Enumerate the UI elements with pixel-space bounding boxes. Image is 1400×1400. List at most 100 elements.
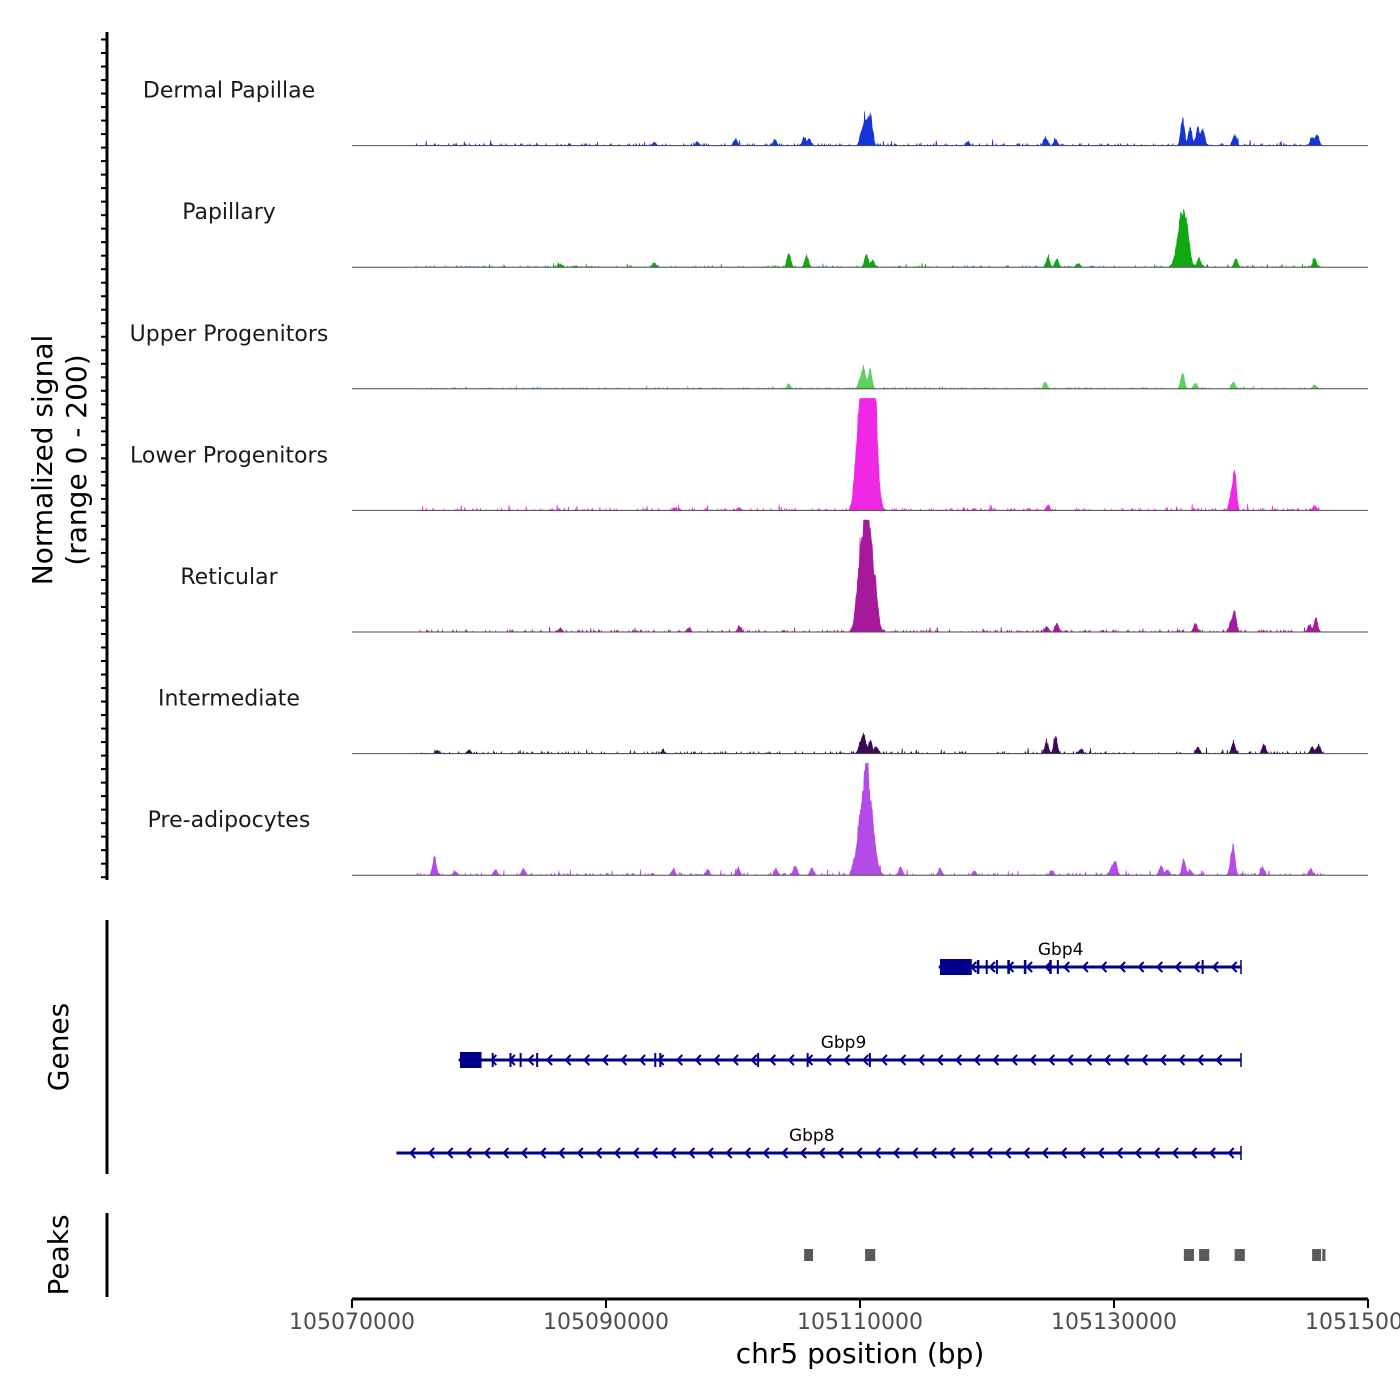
track-lower-progenitors: Lower Progenitors xyxy=(130,398,1368,512)
strand-arrow xyxy=(1044,961,1052,973)
strand-arrow xyxy=(601,1054,609,1066)
strand-arrow xyxy=(464,1147,473,1159)
strand-arrow xyxy=(911,1147,919,1159)
signal-ylabel: Normalized signal xyxy=(26,335,59,586)
strand-arrow xyxy=(688,1147,696,1159)
strand-arrow xyxy=(967,1147,975,1159)
strand-arrow xyxy=(936,1054,944,1066)
gene-exon xyxy=(1007,960,1010,974)
track-pre-adipocytes: Pre-adipocytes xyxy=(148,762,1368,877)
gene-exon xyxy=(659,1053,662,1067)
gene-label: Gbp8 xyxy=(789,1126,835,1146)
gene-exon xyxy=(654,1053,657,1067)
gene-exon xyxy=(491,1053,494,1067)
strand-arrow xyxy=(861,1054,870,1066)
x-tick-label: 105070000 xyxy=(289,1310,415,1335)
peak-region xyxy=(865,1249,876,1261)
strand-arrow xyxy=(1060,1147,1068,1159)
gene-exon xyxy=(985,960,988,974)
strand-arrow xyxy=(483,1147,491,1159)
signal-ylabel-range: (range 0 - 200) xyxy=(60,354,93,565)
strand-arrow xyxy=(650,1147,659,1159)
strand-arrow xyxy=(874,1147,882,1159)
strand-arrow xyxy=(899,1054,907,1066)
gene-exon xyxy=(1049,960,1052,974)
signal-area xyxy=(415,732,1324,755)
gene-exon xyxy=(995,960,998,974)
strand-arrow xyxy=(1078,1147,1086,1159)
gene-exon xyxy=(806,1053,809,1067)
strand-arrow xyxy=(1140,1054,1149,1066)
strand-arrow xyxy=(1122,1054,1130,1066)
peaks-track xyxy=(804,1249,1326,1261)
gene-gbp4: Gbp4 xyxy=(938,940,1242,975)
peak-region xyxy=(1183,1249,1195,1261)
strand-arrow xyxy=(1081,961,1089,973)
track-label: Papillary xyxy=(182,200,276,225)
strand-arrow xyxy=(713,1054,721,1066)
strand-arrow xyxy=(743,1147,752,1159)
strand-arrow xyxy=(973,1054,981,1066)
strand-arrow xyxy=(638,1054,646,1066)
peaks-panel-title: Peaks xyxy=(42,1214,75,1295)
x-axis-title: chr5 position (bp) xyxy=(736,1337,985,1370)
gene-exon xyxy=(509,1053,512,1067)
gene-exon xyxy=(868,1053,871,1067)
gene-exon xyxy=(757,1053,760,1067)
strand-arrow xyxy=(917,1054,925,1066)
strand-arrow xyxy=(1085,1054,1093,1066)
genes-track: Gbp4 Gbp9 Gbp8 xyxy=(396,940,1242,1160)
strand-arrow xyxy=(694,1054,702,1066)
strand-arrow xyxy=(1115,1147,1124,1159)
track-label: Lower Progenitors xyxy=(130,443,328,468)
signal-area xyxy=(415,762,1325,877)
strand-arrow xyxy=(1062,961,1071,973)
strand-arrow xyxy=(557,1147,566,1159)
track-reticular: Reticular xyxy=(180,519,1368,634)
strand-arrow xyxy=(502,1147,510,1159)
signal-axis-title: Normalized signal (range 0 - 200) xyxy=(26,335,93,586)
strand-arrow xyxy=(1041,1147,1049,1159)
gene-exon xyxy=(976,960,980,974)
gene-exon xyxy=(519,1053,522,1067)
strand-arrow xyxy=(818,1147,826,1159)
strand-arrow xyxy=(787,1054,795,1066)
track-papillary: Papillary xyxy=(182,200,1368,269)
strand-arrow xyxy=(1208,1147,1216,1159)
strand-arrow xyxy=(582,1054,591,1066)
strand-arrow xyxy=(613,1147,621,1159)
strand-arrow xyxy=(768,1054,777,1066)
strand-arrow xyxy=(675,1054,684,1066)
strand-arrow xyxy=(1100,961,1108,973)
track-dermal-papillae: Dermal Papillae xyxy=(143,79,1368,147)
strand-arrow xyxy=(824,1054,832,1066)
track-label: Reticular xyxy=(180,565,278,590)
peak-region xyxy=(1234,1249,1245,1261)
strand-arrow xyxy=(1215,1054,1223,1066)
strand-arrow xyxy=(620,1054,628,1066)
strand-arrow xyxy=(1047,1054,1056,1066)
strand-arrow xyxy=(1230,961,1238,973)
strand-arrow xyxy=(527,1054,535,1066)
signal-area xyxy=(415,365,1324,390)
strand-arrow xyxy=(725,1147,733,1159)
strand-arrow xyxy=(1155,961,1164,973)
strand-arrow xyxy=(1137,961,1145,973)
strand-arrow xyxy=(843,1054,851,1066)
strand-arrow xyxy=(1097,1147,1105,1159)
signal-y-axis xyxy=(101,32,109,880)
strand-arrow xyxy=(1153,1147,1161,1159)
strand-arrow xyxy=(985,1147,993,1159)
gene-exon xyxy=(1023,960,1027,974)
strand-arrow xyxy=(948,1147,956,1159)
strand-arrow xyxy=(954,1054,963,1066)
gene-label: Gbp9 xyxy=(821,1033,867,1053)
strand-arrow xyxy=(750,1054,758,1066)
track-label: Dermal Papillae xyxy=(143,79,315,104)
gene-gbp8: Gbp8 xyxy=(396,1126,1242,1160)
strand-arrow xyxy=(1159,1054,1167,1066)
x-tick-label: 105090000 xyxy=(543,1310,669,1335)
strand-arrow xyxy=(632,1147,640,1159)
strand-arrow xyxy=(427,1147,435,1159)
